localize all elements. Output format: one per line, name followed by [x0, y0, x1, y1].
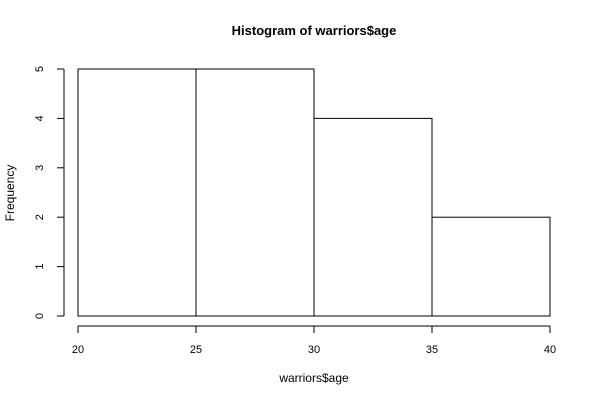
y-axis: 0 1 2 3 4 5: [34, 66, 65, 319]
x-tick-label: 40: [544, 344, 556, 356]
bar-3: [431, 216, 551, 317]
x-tick-label: 35: [426, 344, 438, 356]
x-tick-label: 20: [72, 344, 84, 356]
y-tick-label: 2: [34, 214, 46, 220]
y-tick-label: 1: [34, 264, 46, 270]
y-tick-label: 0: [34, 313, 46, 319]
x-axis: 20 25 30 35 40: [72, 325, 556, 356]
bar-2: [313, 117, 433, 317]
y-axis-label: Frequency: [3, 165, 17, 222]
bars-group: [77, 68, 551, 317]
y-tick-label: 4: [34, 115, 46, 121]
bar-0: [77, 68, 197, 317]
x-axis-label: warriors$age: [278, 371, 349, 385]
y-tick-label: 5: [34, 66, 46, 72]
y-tick-label: 3: [34, 165, 46, 171]
x-tick-label: 30: [308, 344, 320, 356]
chart-title: Histogram of warriors$age: [232, 23, 397, 38]
bar-1: [195, 68, 315, 317]
x-tick-label: 25: [190, 344, 202, 356]
